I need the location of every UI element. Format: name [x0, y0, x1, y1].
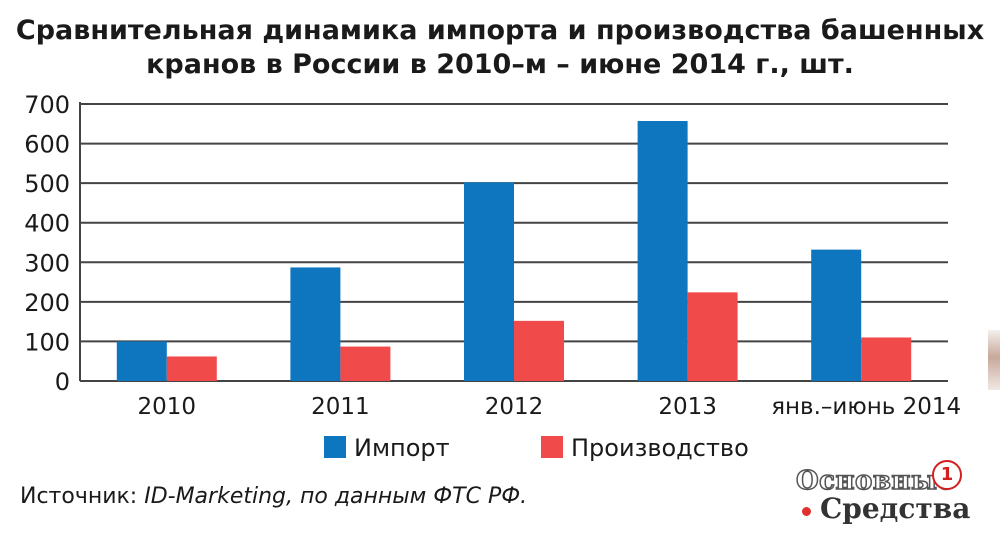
brand-badge: 1 [932, 460, 962, 490]
x-tick-label: 2013 [658, 394, 717, 420]
chart-title: Сравнительная динамика импорта и произво… [0, 14, 1000, 82]
legend-swatch-production [541, 436, 563, 458]
legend-label-production: Производство [571, 434, 749, 462]
y-tick-label: 100 [24, 328, 70, 356]
bar-import-2012 [464, 182, 514, 381]
y-tick-label: 600 [24, 131, 70, 159]
legend-swatch-import [324, 436, 346, 458]
y-tick-label: 300 [24, 249, 70, 277]
x-tick-label: 2011 [311, 394, 370, 420]
y-tick-label: 700 [24, 91, 70, 119]
bar-production-2010 [166, 356, 217, 381]
source-note: Источник: ID-Marketing, по данным ФТС РФ… [20, 484, 527, 509]
bar-production-2012 [514, 320, 564, 381]
legend-label-import: Импорт [354, 434, 450, 462]
bar-production-2011 [340, 346, 391, 381]
bar-import-2013 [637, 121, 688, 381]
chart-title-line-1: Сравнительная динамика импорта и произво… [15, 15, 985, 46]
brand-logo-line-1: Основные [795, 465, 955, 497]
brand-logo: Основные 1 Средства [790, 458, 995, 530]
source-text: ID-Marketing, по данным ФТС РФ. [144, 484, 528, 509]
brand-dot-icon [802, 507, 811, 516]
bar-production-2013 [687, 292, 738, 381]
bar-import-2014h1 [811, 249, 862, 381]
chart-title-line-2: кранов в России в 2010–м – июне 2014 г.,… [146, 49, 854, 80]
y-tick-label: 200 [24, 289, 70, 317]
y-tick-label: 400 [24, 210, 70, 238]
bar-production-2014h1 [861, 337, 912, 381]
y-tick-label: 0 [55, 368, 70, 396]
edge-decoration [988, 330, 1000, 390]
x-tick-label: 2010 [138, 394, 197, 420]
bar-chart: 0 100 200 300 400 500 600 700 2010 2011 2012 2013 ян… [24, 91, 961, 462]
bar-import-2010 [116, 341, 167, 381]
source-prefix: Источник: [20, 484, 145, 509]
x-tick-label: 2012 [485, 394, 544, 420]
bar-import-2011 [290, 267, 341, 381]
brand-logo-line-2: Средства [820, 492, 971, 525]
x-tick-label: янв.–июнь 2014 [771, 394, 961, 420]
y-tick-label: 500 [24, 170, 70, 198]
